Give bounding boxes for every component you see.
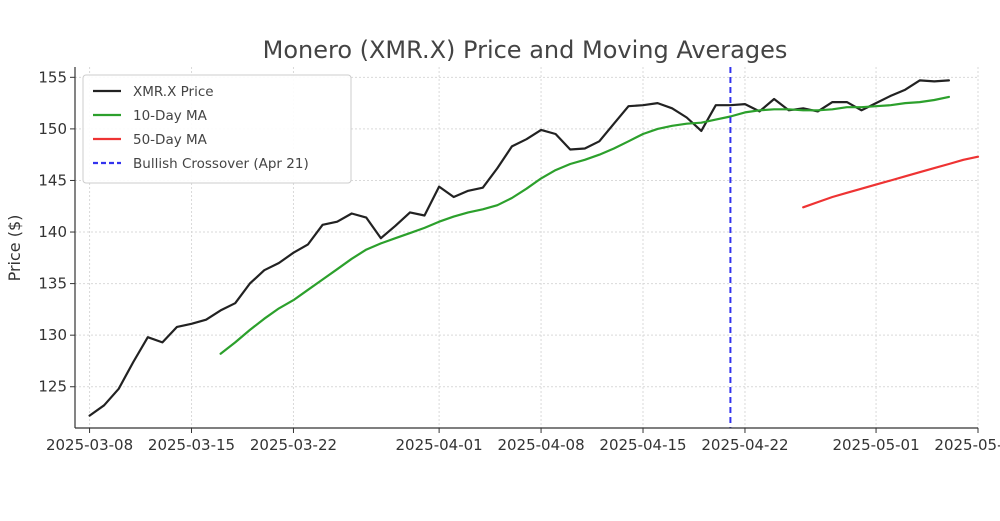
- legend-box: [82, 74, 352, 184]
- x-tick-label: 2025-03-15: [148, 436, 235, 454]
- x-tick-label: 2025-05-01: [832, 436, 919, 454]
- legend-label: XMR.X Price: [133, 84, 214, 100]
- y-tick-label: 135: [38, 275, 67, 293]
- x-tick-label: 2025-04-08: [497, 436, 584, 454]
- plot-area: [88, 67, 980, 428]
- legend-label: 50-Day MA: [133, 132, 208, 148]
- series-line-50-day-ma: [802, 155, 980, 209]
- y-tick-label: 155: [38, 68, 67, 86]
- x-tick-label: 2025-03-22: [250, 436, 337, 454]
- x-tick-label: 2025-04-22: [701, 436, 788, 454]
- axes: 125 130 135 140 145 150 155 2025-03-08 2025-03-1…: [38, 67, 1000, 454]
- chart-title: Monero (XMR.X) Price and Moving Averages: [263, 36, 788, 64]
- x-tick-label: 2025-04-15: [599, 436, 686, 454]
- y-tick-label: 125: [38, 378, 67, 396]
- x-tick-label: 2025-03-08: [46, 436, 133, 454]
- y-tick-label: 150: [38, 120, 67, 138]
- legend: XMR.X Price 10-Day MA 50-Day MA Bullish Cro…: [82, 74, 352, 184]
- series-line-10-day-ma: [219, 95, 950, 355]
- y-tick-label: 145: [38, 171, 67, 189]
- legend-label: 10-Day MA: [133, 108, 208, 124]
- y-tick-label: 140: [38, 223, 67, 241]
- x-tick-label: 2025-04-01: [396, 436, 483, 454]
- y-axis-label: Price ($): [5, 215, 24, 282]
- series-line-xmr-x-price: [88, 79, 950, 417]
- grid: [75, 67, 979, 428]
- x-tick-label: 2025-05-08: [934, 436, 1000, 454]
- legend-label: Bullish Crossover (Apr 21): [133, 156, 309, 172]
- y-tick-label: 130: [38, 326, 67, 344]
